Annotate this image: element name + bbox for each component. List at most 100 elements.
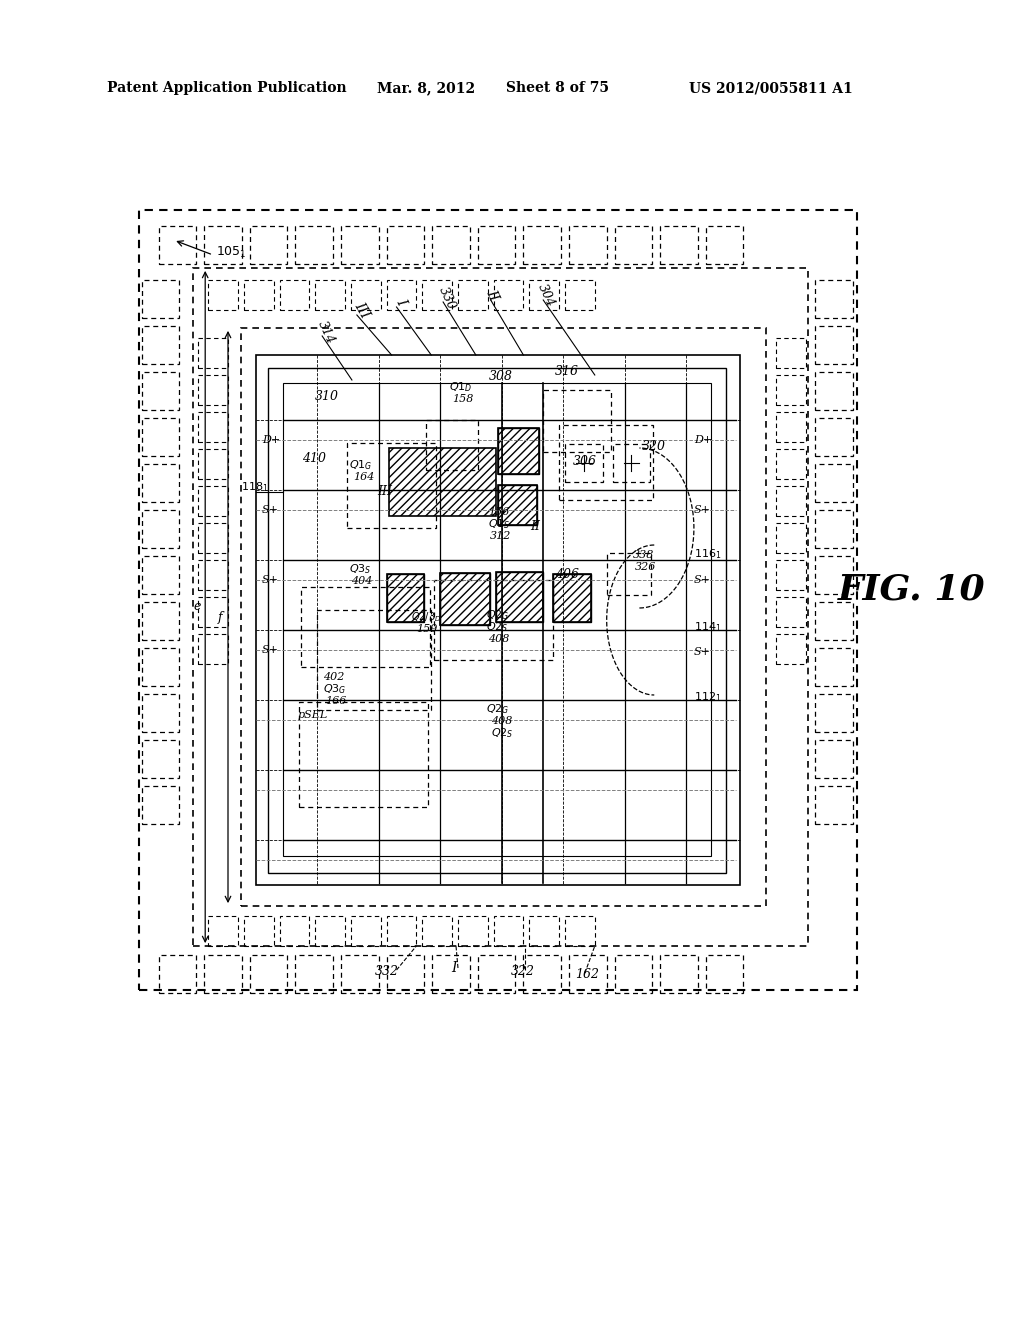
Bar [498,484,538,525]
Bar [387,226,424,264]
Text: $114_1$: $114_1$ [694,620,722,634]
Bar [199,523,228,553]
Bar [317,610,431,710]
Bar [199,412,228,442]
Bar [440,573,489,624]
Bar [244,280,273,310]
Bar [141,602,179,640]
Bar [496,572,544,622]
Text: 162: 162 [574,968,599,981]
Bar [815,510,853,548]
Bar [815,556,853,594]
Bar [565,444,603,482]
Bar [141,465,179,502]
Bar [565,916,595,946]
Bar [815,326,853,364]
Bar [523,226,561,264]
Bar [776,597,806,627]
Bar [280,280,309,310]
Text: $116_1$: $116_1$ [694,546,722,561]
Text: US 2012/0055811 A1: US 2012/0055811 A1 [689,81,853,95]
Bar [351,916,381,946]
Text: S+: S+ [694,576,711,585]
Text: 312: 312 [489,531,511,541]
Text: $118_1$: $118_1$ [241,480,268,494]
Bar [660,954,698,993]
Bar [139,210,857,990]
Bar [498,428,540,474]
Text: 316: 316 [555,366,580,378]
Bar [706,954,743,993]
Bar [141,648,179,686]
Bar [388,447,496,516]
Bar [244,916,273,946]
Text: 408: 408 [490,715,512,726]
Bar [432,226,470,264]
Bar [529,280,559,310]
Bar [458,916,487,946]
Text: 326: 326 [635,562,655,572]
Bar [141,785,179,824]
Bar [776,634,806,664]
Bar [458,280,487,310]
Bar [426,420,478,470]
Text: $Q2/3_D$: $Q2/3_D$ [412,610,441,624]
Bar [559,425,653,500]
Text: $Q1_G$: $Q1_G$ [349,458,373,471]
Bar [241,327,766,906]
Bar [387,916,417,946]
Text: $Q2_S$: $Q2_S$ [490,726,513,739]
Text: II: II [483,286,501,304]
Text: $Q3_G$: $Q3_G$ [324,682,347,696]
Bar [498,428,540,474]
Bar [250,954,288,993]
Bar [494,280,523,310]
Text: S+: S+ [262,576,279,585]
Bar [141,372,179,411]
Text: e: e [194,601,201,614]
Text: S+: S+ [694,647,711,657]
Bar [614,226,652,264]
Bar [815,418,853,455]
Bar [478,226,515,264]
Bar [776,523,806,553]
Bar [387,574,424,622]
Bar [141,280,179,318]
Text: II: II [530,520,541,533]
Text: $112_1$: $112_1$ [694,690,722,704]
Text: f: f [218,610,222,623]
Text: 410: 410 [302,451,327,465]
Bar [301,587,430,667]
Text: 304: 304 [536,281,557,309]
Text: 338: 338 [633,550,654,560]
Text: 322: 322 [511,965,535,978]
Bar [706,226,743,264]
Text: S+: S+ [262,506,279,515]
Bar [141,556,179,594]
Bar [159,954,197,993]
Bar [387,954,424,993]
Bar [199,449,228,479]
Text: III: III [377,484,392,498]
Text: 408: 408 [487,634,509,644]
Text: I: I [451,961,457,975]
Bar [660,226,698,264]
Bar [434,579,553,660]
Bar [776,338,806,368]
Text: 404: 404 [351,576,373,586]
Bar [776,449,806,479]
Text: 402: 402 [324,672,344,682]
Bar [199,597,228,627]
Bar [351,280,381,310]
Bar [496,572,544,622]
Text: 314: 314 [315,318,337,346]
Bar [256,355,739,884]
Text: III: III [352,300,373,321]
Text: Sheet 8 of 75: Sheet 8 of 75 [506,81,608,95]
Bar [432,954,470,993]
Text: Patent Application Publication: Patent Application Publication [108,81,347,95]
Bar [422,280,452,310]
Bar [815,602,853,640]
Bar [815,694,853,733]
Bar [565,280,595,310]
